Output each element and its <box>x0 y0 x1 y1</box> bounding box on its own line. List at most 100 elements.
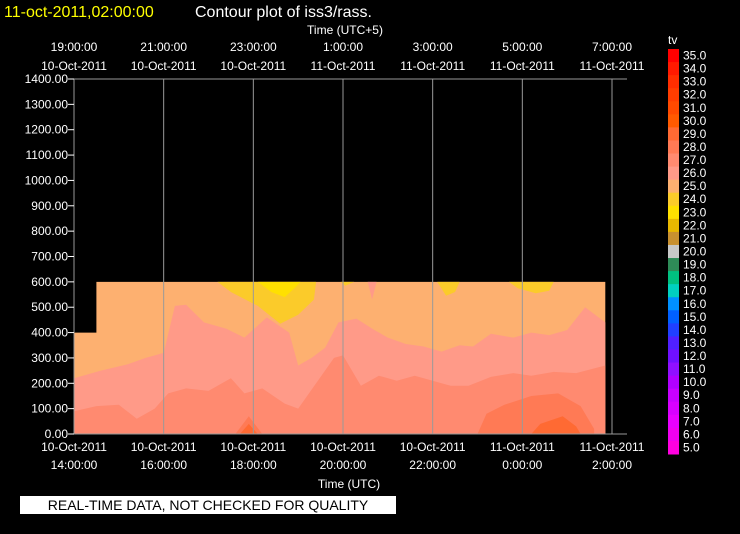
colorbar-level-4: 31.0 <box>683 101 707 115</box>
colorbar-swatch-12 <box>668 205 679 220</box>
colorbar-level-18: 17.0 <box>683 284 707 298</box>
y-tick-label-4: 400.00 <box>31 326 68 340</box>
top-tick-date-1: 10-Oct-2011 <box>131 59 197 73</box>
colorbar-swatch-23 <box>668 349 679 364</box>
colorbar-level-15: 20.0 <box>683 245 707 259</box>
colorbar-level-1: 34.0 <box>683 62 707 76</box>
colorbar-swatch-7 <box>668 140 679 155</box>
bottom-tick-time-3: 20:00:00 <box>320 458 367 472</box>
bottom-tick-time-4: 22:00:00 <box>409 458 456 472</box>
bottom-tick-date-2: 10-Oct-2011 <box>220 440 286 454</box>
top-tick-time-4: 3:00:00 <box>413 40 453 54</box>
chart-title: Contour plot of iss3/rass. <box>195 4 372 21</box>
colorbar-swatch-20 <box>668 310 679 324</box>
colorbar-swatch-24 <box>668 362 679 377</box>
colorbar-swatch-18 <box>668 284 679 298</box>
colorbar-level-21: 14.0 <box>683 323 707 337</box>
top-tick-time-1: 21:00:00 <box>140 40 187 54</box>
colorbar-level-12: 23.0 <box>683 205 707 219</box>
bottom-axis-label: Time (UTC) <box>318 477 380 491</box>
bottom-tick-date-3: 10-Oct-2011 <box>310 440 376 454</box>
top-tick-date-3: 11-Oct-2011 <box>311 59 376 73</box>
y-tick-label-10: 1000.00 <box>25 173 69 187</box>
colorbar-swatch-29 <box>668 427 679 442</box>
contour-region-2 <box>74 355 606 434</box>
colorbar-swatch-11 <box>668 192 679 207</box>
colorbar-level-5: 30.0 <box>683 114 707 128</box>
colorbar-level-7: 28.0 <box>683 140 707 154</box>
colorbar-swatch-22 <box>668 336 679 350</box>
colorbar-swatch-21 <box>668 323 679 337</box>
top-tick-date-5: 11-Oct-2011 <box>490 59 555 73</box>
top-tick-time-0: 19:00:00 <box>51 40 98 54</box>
contour-region-5 <box>531 416 581 434</box>
colorbar-level-11: 24.0 <box>683 192 707 206</box>
colorbar-swatch-0 <box>668 49 679 63</box>
colorbar-level-17: 18.0 <box>683 271 707 285</box>
colorbar-level-29: 6.0 <box>683 427 700 441</box>
y-tick-label-12: 1200.00 <box>25 123 69 137</box>
colorbar-swatch-3 <box>668 88 679 102</box>
colorbar-level-10: 25.0 <box>683 179 707 193</box>
colorbar-label: tv <box>668 33 677 47</box>
contour-region-10 <box>340 281 355 286</box>
colorbar-swatch-26 <box>668 388 679 403</box>
top-tick-time-6: 7:00:00 <box>592 40 632 54</box>
colorbar-level-19: 16.0 <box>683 297 707 311</box>
colorbar-level-23: 12.0 <box>683 349 707 363</box>
colorbar-level-13: 22.0 <box>683 218 707 232</box>
bottom-tick-time-0: 14:00:00 <box>51 458 98 472</box>
colorbar-level-25: 10.0 <box>683 375 707 389</box>
colorbar-swatch-4 <box>668 101 679 115</box>
colorbar-swatch-2 <box>668 75 679 89</box>
colorbar-level-27: 8.0 <box>683 401 700 415</box>
top-tick-date-0: 10-Oct-2011 <box>41 59 107 73</box>
y-tick-label-0: 0.00 <box>45 427 69 441</box>
colorbar-level-16: 19.0 <box>683 258 707 272</box>
bottom-tick-time-1: 16:00:00 <box>140 458 187 472</box>
colorbar-level-0: 35.0 <box>683 49 707 63</box>
colorbar-level-22: 13.0 <box>683 336 707 350</box>
colorbar-level-20: 15.0 <box>683 310 707 324</box>
bottom-tick-date-6: 11-Oct-2011 <box>580 440 645 454</box>
colorbar-swatch-27 <box>668 401 679 416</box>
contour-region-11 <box>257 281 301 298</box>
contour-region-12 <box>367 281 377 300</box>
top-tick-date-6: 11-Oct-2011 <box>580 59 645 73</box>
colorbar-swatch-9 <box>668 166 679 181</box>
y-tick-label-1: 100.00 <box>31 402 68 416</box>
y-tick-label-13: 1300.00 <box>25 97 69 111</box>
y-tick-label-2: 200.00 <box>31 376 68 390</box>
bottom-tick-date-0: 10-Oct-2011 <box>41 440 107 454</box>
colorbar-swatch-28 <box>668 414 679 429</box>
colorbar-swatch-6 <box>668 127 679 141</box>
bottom-tick-date-4: 10-Oct-2011 <box>400 440 466 454</box>
contour-region-8 <box>508 281 554 294</box>
colorbar-swatch-25 <box>668 375 679 390</box>
top-axis-label: Time (UTC+5) <box>307 23 383 37</box>
colorbar-level-2: 33.0 <box>683 75 707 89</box>
colorbar-level-6: 29.0 <box>683 127 707 141</box>
y-tick-label-8: 800.00 <box>31 224 68 238</box>
colorbar-swatch-1 <box>668 62 679 76</box>
colorbar-swatch-10 <box>668 179 679 194</box>
quality-note: REAL-TIME DATA, NOT CHECKED FOR QUALITY <box>20 496 396 514</box>
y-tick-label-14: 1400.00 <box>25 72 69 86</box>
colorbar-swatch-19 <box>668 297 679 311</box>
timestamp: 11-oct-2011,02:00:00 <box>4 4 154 21</box>
colorbar-swatch-8 <box>668 153 679 168</box>
contour-region-7 <box>217 281 317 324</box>
colorbar-level-9: 26.0 <box>683 166 707 180</box>
y-tick-label-7: 700.00 <box>31 250 68 264</box>
colorbar-level-14: 21.0 <box>683 231 707 245</box>
y-tick-label-5: 500.00 <box>31 300 68 314</box>
colorbar-swatch-30 <box>668 440 679 455</box>
colorbar-swatch-15 <box>668 244 679 259</box>
colorbar-swatch-13 <box>668 218 679 233</box>
top-tick-date-2: 10-Oct-2011 <box>220 59 286 73</box>
colorbar-swatch-16 <box>668 258 679 272</box>
colorbar-level-8: 27.0 <box>683 153 707 167</box>
colorbar-level-30: 5.0 <box>683 440 700 454</box>
y-tick-label-9: 900.00 <box>31 199 68 213</box>
